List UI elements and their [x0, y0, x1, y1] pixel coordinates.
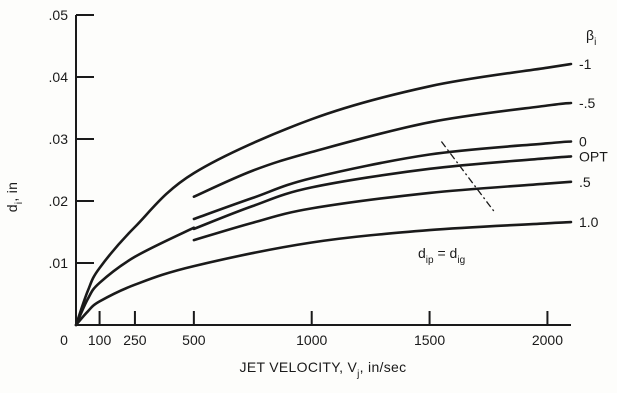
annotation-group: dip = dig	[418, 141, 497, 266]
series-line	[74, 220, 573, 327]
legend-title: βi	[586, 27, 596, 48]
x-tick-label: 1500	[414, 332, 445, 348]
annotation-text: dip = dig	[418, 245, 465, 266]
y-axis-title: di, in	[4, 182, 25, 213]
x-tick-label: 250	[123, 332, 147, 348]
chart-axes: .01 .02 .03 .04 .05 0 100 250 500 1000 1500 2000 JET…	[4, 7, 596, 380]
y-tick-label: .01	[49, 255, 69, 271]
annotation-leader-line	[440, 141, 497, 214]
series-label: -.5	[579, 95, 596, 111]
x-tick-label: 2000	[532, 332, 563, 348]
series-label: -1	[579, 56, 592, 72]
y-axis-title-subscript: i	[14, 202, 25, 205]
x-tick-label: 1000	[296, 332, 327, 348]
annotation-text-subscript: ig	[457, 255, 465, 266]
x-axis-title-units: , in/sec	[360, 359, 407, 375]
series-label: OPT	[579, 148, 608, 164]
series-label: 0	[579, 133, 587, 149]
series-line	[192, 140, 573, 221]
y-axis-title-units: , in	[4, 182, 20, 202]
series-line	[74, 62, 573, 327]
series-lines	[74, 62, 573, 327]
series-label: 1.0	[579, 214, 599, 230]
series-line	[192, 180, 573, 242]
y-tick-label: .02	[49, 193, 69, 209]
x-tick-label: 0	[60, 332, 68, 348]
x-axis-title-subscript: j	[356, 369, 360, 380]
annotation-text-main: d	[418, 245, 426, 261]
legend-title-main: β	[586, 27, 594, 43]
y-tick-label: .05	[49, 7, 69, 23]
series-line	[192, 155, 573, 231]
x-tick-label: 100	[88, 332, 112, 348]
x-axis-title-main: JET VELOCITY, V	[240, 359, 358, 375]
legend-title-subscript: i	[594, 37, 596, 48]
series-line	[192, 101, 573, 198]
x-tick-label: 500	[182, 332, 206, 348]
annotation-text-equals: = d	[434, 245, 458, 261]
y-tick-label: .03	[49, 131, 69, 147]
annotation-text-subscript: ip	[426, 255, 434, 266]
series-line	[74, 226, 196, 327]
y-axis-title-main: d	[4, 204, 20, 212]
series-label: .5	[579, 174, 591, 190]
y-tick-label: .04	[49, 69, 69, 85]
x-axis-title: JET VELOCITY, Vj, in/sec	[240, 359, 407, 380]
